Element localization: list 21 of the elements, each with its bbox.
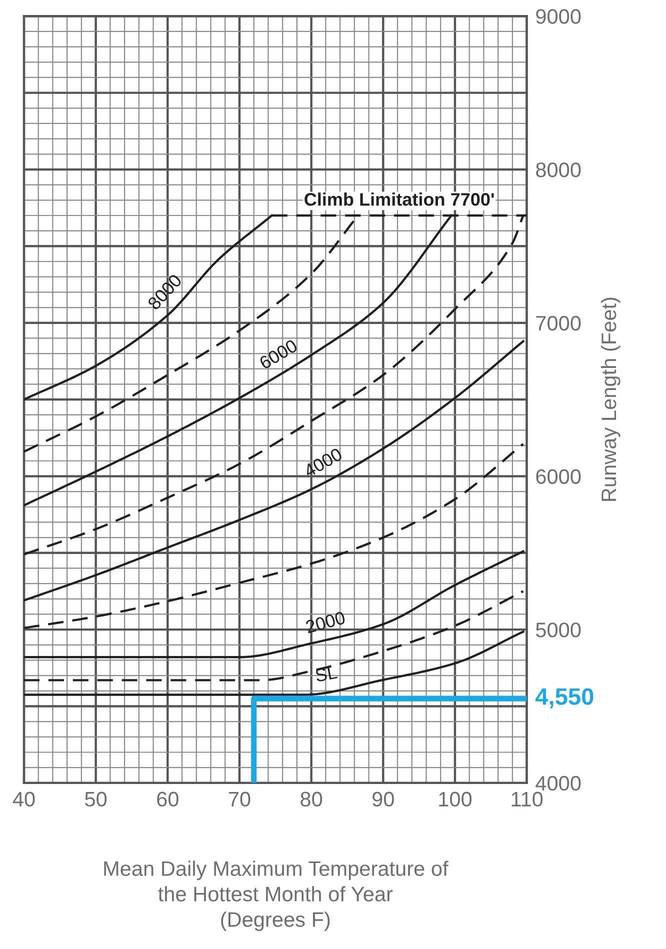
x-tick-label: 70 — [228, 792, 250, 807]
x-axis-title: Mean Daily Maximum Temperature of the Hottest Month of Year (Degrees F) — [104, 860, 448, 932]
y-axis-title: Runway Length (Feet) — [600, 298, 620, 501]
text: 4000 — [302, 447, 344, 478]
text: 2000 — [305, 611, 346, 634]
y-tick-label: 9000 — [536, 9, 581, 24]
x-tick-label: 60 — [157, 792, 178, 807]
y-tick-label: 6000 — [536, 469, 581, 484]
y-tick-label: 8000 — [536, 162, 581, 178]
y-tick-label: 4000 — [536, 776, 581, 791]
x-tick-label: 100 — [439, 792, 472, 807]
x-tick-label: 90 — [372, 792, 394, 807]
y-tick-label: 5000 — [536, 622, 581, 638]
text: 6000 — [258, 338, 298, 370]
series-label: Climb Limitation 7700' — [304, 192, 494, 206]
x-tick-label: 50 — [85, 792, 107, 807]
x-tick-label: 40 — [12, 792, 35, 807]
x-tick-label: 110 — [512, 792, 543, 807]
y-tick-label: 7000 — [536, 316, 581, 331]
x-tick-label: 80 — [300, 792, 322, 807]
annotation: 4,550 — [535, 688, 594, 708]
